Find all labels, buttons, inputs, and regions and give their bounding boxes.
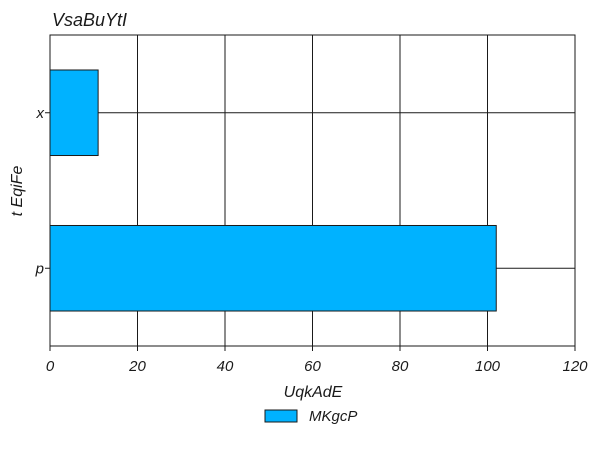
bar-p	[49, 224, 497, 312]
bars	[49, 69, 497, 312]
x-tick-label: 100	[475, 358, 501, 375]
y-tick-label: x	[36, 105, 45, 122]
x-tick-label: 0	[46, 358, 55, 375]
x-axis-ticks: 0 20 40 60 80 100 120	[46, 346, 588, 375]
chart-title: VsaBuYtI	[52, 10, 127, 30]
bar-x	[49, 69, 99, 157]
legend-swatch	[264, 409, 298, 423]
x-tick-label: 60	[304, 358, 321, 375]
legend-label: MKgcP	[309, 408, 357, 425]
y-tick-label: p	[35, 260, 44, 277]
x-tick-label: 120	[562, 358, 588, 375]
x-axis-label: UqkAdE	[284, 384, 343, 401]
y-axis-ticks: px	[35, 105, 50, 277]
legend: MKgcP	[264, 408, 357, 425]
x-tick-label: 40	[217, 358, 234, 375]
y-axis-label: t EqiFe	[9, 166, 26, 217]
x-tick-label: 20	[128, 358, 146, 375]
x-tick-label: 80	[392, 358, 409, 375]
